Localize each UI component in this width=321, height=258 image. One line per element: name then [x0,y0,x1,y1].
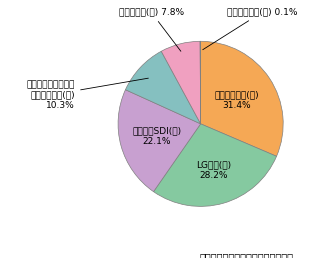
Text: 富士通日立プラズマ
ディスプレイ(日)
10.3%: 富士通日立プラズマ ディスプレイ(日) 10.3% [27,78,148,110]
Wedge shape [200,41,201,124]
Wedge shape [153,124,276,206]
Text: パイオニア(日) 7.8%: パイオニア(日) 7.8% [118,7,184,51]
Text: オリオン電機(日) 0.1%: オリオン電機(日) 0.1% [203,7,298,50]
Wedge shape [201,41,283,156]
Text: 松下電器産業(日)
31.4%: 松下電器産業(日) 31.4% [214,91,259,110]
Wedge shape [161,41,201,124]
Wedge shape [118,90,201,192]
Text: ディスプレイサーチ資料により作成: ディスプレイサーチ資料により作成 [199,252,293,258]
Wedge shape [126,51,201,124]
Text: サムスンSDI(韓)
22.1%: サムスンSDI(韓) 22.1% [132,126,181,146]
Text: LG電子(韓)
28.2%: LG電子(韓) 28.2% [196,160,231,180]
